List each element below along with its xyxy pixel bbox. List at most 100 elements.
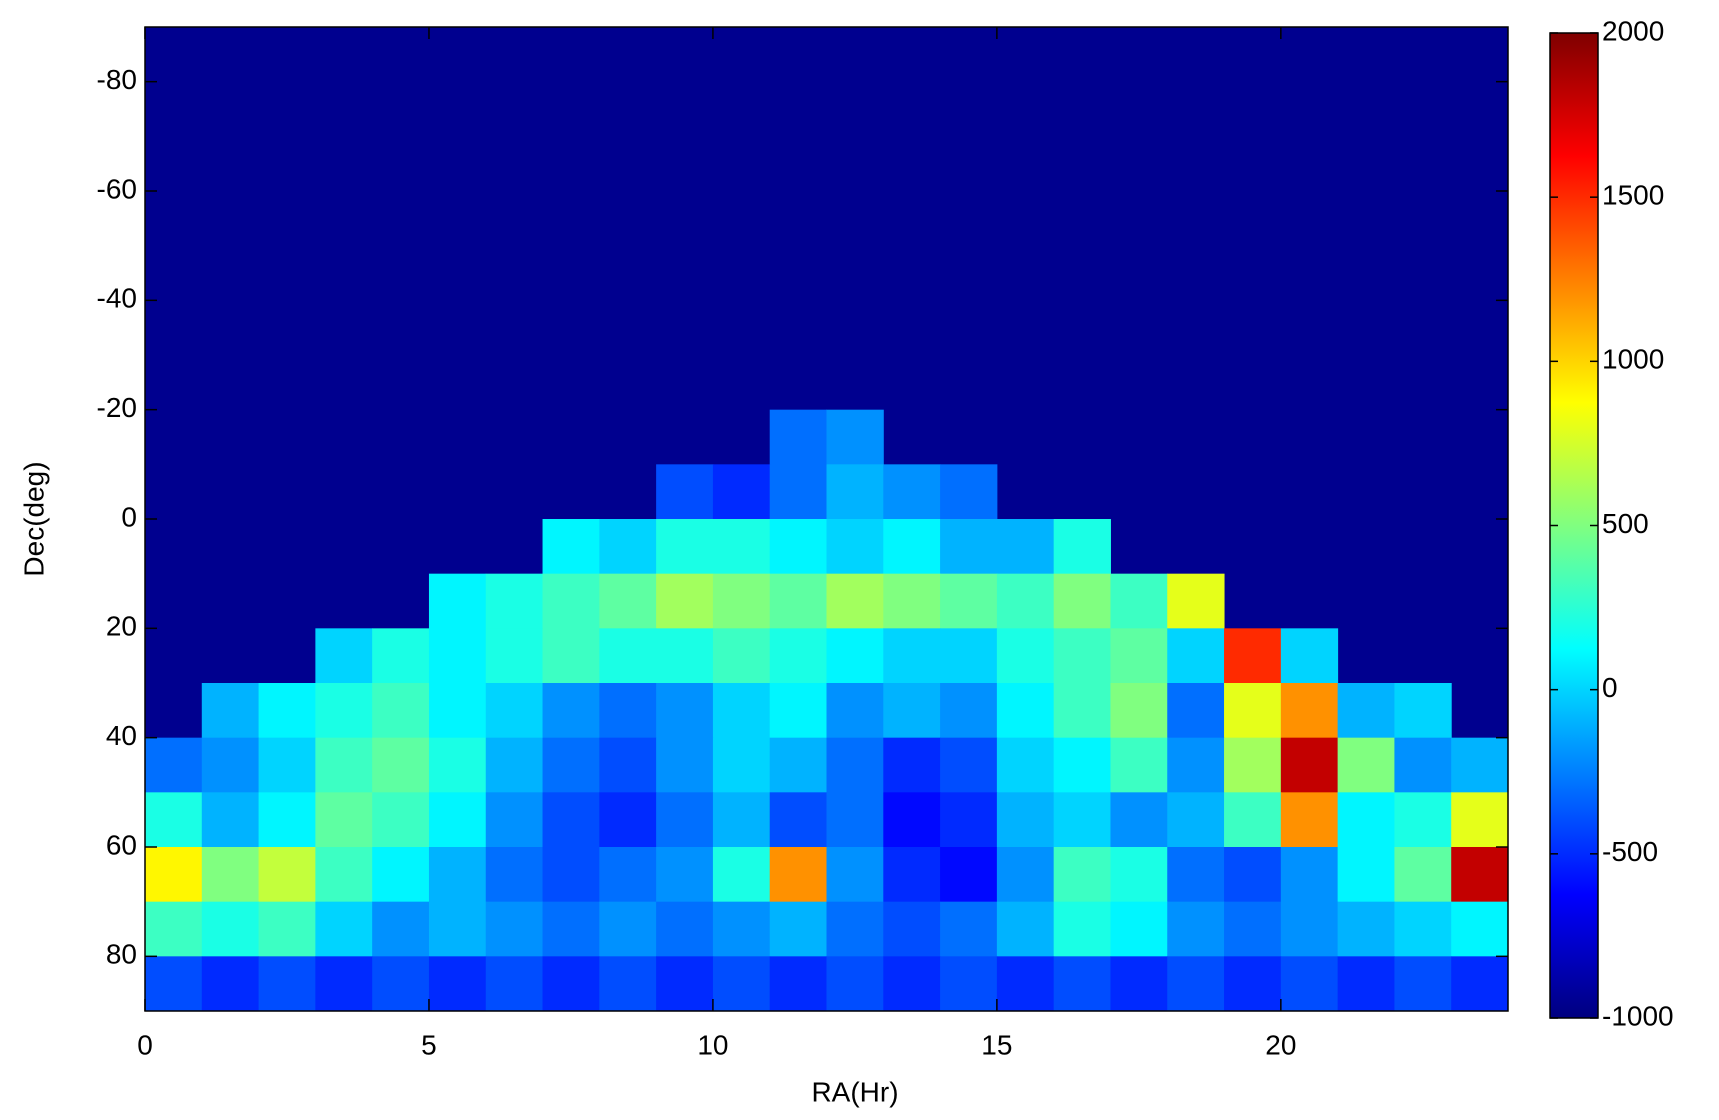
heat-cell (826, 901, 884, 957)
colorbar-tick-label: 500 (1602, 508, 1649, 539)
heat-cell (883, 683, 941, 739)
heat-cell (1110, 573, 1168, 629)
heat-cell (485, 628, 544, 684)
heat-cell (769, 847, 827, 903)
heat-cell (1451, 847, 1509, 903)
heat-cell (372, 847, 430, 903)
heat-cell (485, 573, 544, 629)
heat-cell (1167, 573, 1225, 629)
heat-cell (656, 573, 714, 629)
heat-cell (656, 628, 714, 684)
heat-cell (1110, 956, 1168, 1012)
heat-cell (485, 683, 544, 739)
heat-cell (1280, 737, 1339, 793)
heat-cell (1167, 792, 1225, 848)
heat-cell (712, 901, 771, 957)
heat-cell (1167, 901, 1225, 957)
heat-cell (1167, 737, 1225, 793)
heat-cell (826, 464, 884, 520)
heat-cell (428, 683, 487, 739)
heat-cell (769, 628, 827, 684)
heat-cell (1053, 628, 1111, 684)
heat-cell (315, 956, 373, 1012)
heat-cell (826, 792, 884, 848)
heat-cell (542, 847, 600, 903)
heat-cell (769, 573, 827, 629)
heat-cell (258, 737, 316, 793)
heat-cell (1337, 847, 1395, 903)
heat-cell (1337, 792, 1395, 848)
heat-cell (1280, 792, 1339, 848)
y-tick-label: -20 (97, 392, 137, 423)
heat-cell (542, 573, 600, 629)
heat-cell (656, 683, 714, 739)
heat-cell (1394, 737, 1452, 793)
heat-cell (258, 792, 316, 848)
y-axis-label: Dec(deg) (18, 461, 49, 576)
heat-cell (1394, 683, 1452, 739)
heat-cell (428, 847, 487, 903)
heat-cell (769, 409, 827, 465)
heat-cell (1167, 683, 1225, 739)
heat-cell (996, 628, 1055, 684)
heat-cell (1394, 847, 1452, 903)
heat-cell (712, 956, 771, 1012)
heat-cell (712, 792, 771, 848)
heat-cell (599, 792, 657, 848)
heat-cell (372, 956, 430, 1012)
heat-cell (1280, 901, 1339, 957)
heat-cell (1224, 956, 1282, 1012)
heat-cell (656, 737, 714, 793)
heat-cell (428, 956, 487, 1012)
heat-cell (940, 956, 998, 1012)
heat-cell (826, 737, 884, 793)
heat-cell (1394, 956, 1452, 1012)
heat-cell (1451, 956, 1509, 1012)
heat-cell (769, 956, 827, 1012)
heat-cell (996, 792, 1055, 848)
heat-cell (1280, 683, 1339, 739)
heat-cell (372, 683, 430, 739)
heat-cell (1224, 628, 1282, 684)
y-tick-label: -80 (97, 64, 137, 95)
heat-cell (1394, 901, 1452, 957)
heat-cell (201, 683, 260, 739)
heat-cell (599, 847, 657, 903)
heat-cell (996, 956, 1055, 1012)
heat-cell (1337, 737, 1395, 793)
heat-cell (769, 464, 827, 520)
heat-cell (1053, 573, 1111, 629)
heat-cell (940, 683, 998, 739)
colorbar-tick-label: -1000 (1602, 1000, 1674, 1031)
heat-cell (372, 901, 430, 957)
heat-cell (1224, 847, 1282, 903)
heat-cell (940, 573, 998, 629)
y-tick-label: 80 (106, 939, 137, 970)
heat-cell (940, 901, 998, 957)
heat-cell (599, 519, 657, 575)
heat-cell (599, 956, 657, 1012)
heat-cell (201, 956, 260, 1012)
heat-cell (1110, 628, 1168, 684)
heat-cell (712, 737, 771, 793)
heat-cell (656, 956, 714, 1012)
heat-cell (258, 901, 316, 957)
heat-cell (1110, 683, 1168, 739)
heat-cell (940, 792, 998, 848)
heat-cell (542, 628, 600, 684)
heat-cell (145, 956, 203, 1012)
heat-cell (372, 628, 430, 684)
heat-cell (883, 519, 941, 575)
heat-cell (315, 737, 373, 793)
heat-cell (656, 847, 714, 903)
heat-cell (1451, 792, 1509, 848)
heat-cell (372, 792, 430, 848)
y-tick-label: 20 (106, 611, 137, 642)
heat-cell (145, 901, 203, 957)
heat-cell (258, 683, 316, 739)
heat-cell (599, 901, 657, 957)
heat-cell (428, 737, 487, 793)
heat-cell (826, 519, 884, 575)
x-tick-label: 15 (981, 1029, 1012, 1060)
heat-cell (826, 847, 884, 903)
